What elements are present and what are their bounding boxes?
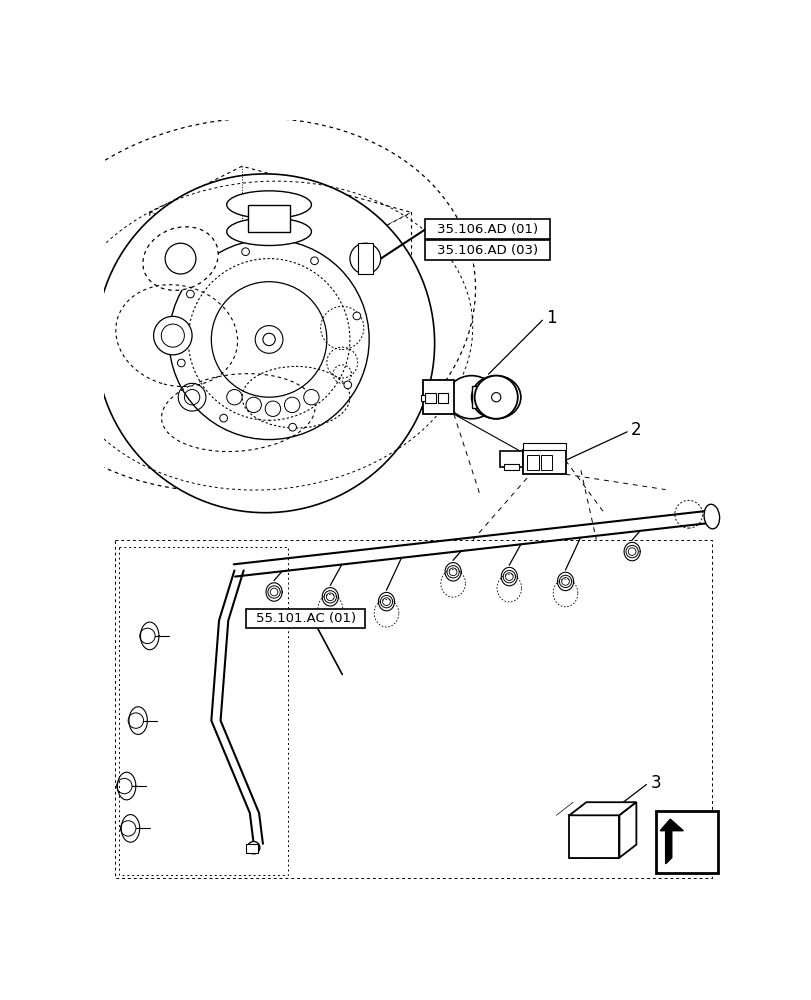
Text: 2: 2 bbox=[630, 421, 641, 439]
Text: 1: 1 bbox=[546, 309, 556, 327]
Text: 55.101.AC (01): 55.101.AC (01) bbox=[255, 612, 355, 625]
Bar bbox=[522, 443, 564, 450]
Circle shape bbox=[311, 257, 318, 265]
Ellipse shape bbox=[703, 504, 719, 529]
Bar bbox=[471, 386, 496, 408]
Ellipse shape bbox=[226, 218, 311, 246]
Bar bbox=[425, 240, 550, 260]
Bar bbox=[526, 455, 538, 470]
Ellipse shape bbox=[471, 376, 520, 419]
Text: 35.106.AD (01): 35.106.AD (01) bbox=[436, 223, 538, 236]
Circle shape bbox=[153, 316, 192, 355]
Circle shape bbox=[220, 414, 227, 422]
Polygon shape bbox=[323, 212, 411, 443]
Circle shape bbox=[350, 243, 380, 274]
Bar bbox=[246, 844, 258, 853]
Bar bbox=[500, 451, 522, 466]
Circle shape bbox=[165, 243, 195, 274]
Bar bbox=[569, 815, 619, 858]
Bar bbox=[425, 393, 436, 403]
Circle shape bbox=[246, 397, 261, 413]
Circle shape bbox=[303, 389, 319, 405]
Circle shape bbox=[187, 290, 194, 298]
Bar bbox=[246, 609, 365, 628]
Bar bbox=[357, 243, 372, 274]
Circle shape bbox=[242, 248, 249, 256]
Polygon shape bbox=[423, 380, 453, 414]
Bar bbox=[425, 219, 550, 239]
Circle shape bbox=[491, 393, 500, 402]
Circle shape bbox=[169, 239, 369, 440]
Ellipse shape bbox=[143, 227, 218, 290]
Bar bbox=[423, 380, 453, 414]
Text: 3: 3 bbox=[650, 774, 660, 792]
Circle shape bbox=[344, 381, 351, 389]
Ellipse shape bbox=[474, 376, 517, 419]
Circle shape bbox=[265, 401, 281, 416]
Circle shape bbox=[247, 841, 260, 854]
Circle shape bbox=[255, 326, 282, 353]
Circle shape bbox=[263, 333, 275, 346]
Circle shape bbox=[353, 312, 360, 320]
Polygon shape bbox=[569, 802, 636, 815]
Ellipse shape bbox=[96, 174, 434, 513]
Circle shape bbox=[284, 397, 299, 413]
Ellipse shape bbox=[226, 191, 311, 219]
Circle shape bbox=[226, 389, 242, 405]
Polygon shape bbox=[659, 819, 683, 864]
Circle shape bbox=[178, 359, 185, 367]
Text: 35.106.AD (03): 35.106.AD (03) bbox=[436, 244, 538, 257]
Bar bbox=[655, 811, 717, 873]
Bar bbox=[420, 395, 425, 401]
Bar bbox=[504, 464, 519, 470]
Circle shape bbox=[289, 423, 296, 431]
Polygon shape bbox=[149, 166, 411, 259]
Ellipse shape bbox=[446, 376, 496, 419]
Bar bbox=[540, 455, 551, 470]
Polygon shape bbox=[149, 212, 323, 443]
Bar bbox=[438, 393, 447, 403]
Bar bbox=[522, 450, 564, 474]
Bar bbox=[248, 205, 290, 232]
Polygon shape bbox=[619, 802, 636, 858]
